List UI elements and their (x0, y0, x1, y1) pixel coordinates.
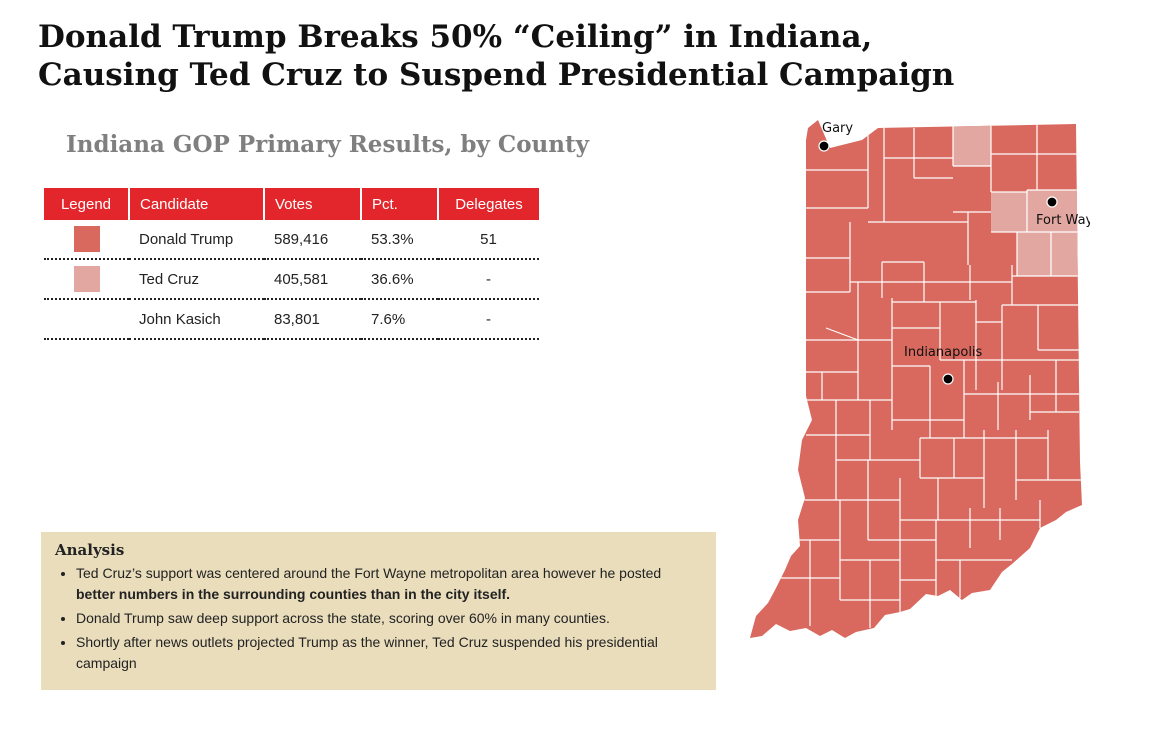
analysis-bullet: Shortly after news outlets projected Tru… (76, 632, 702, 674)
analysis-bullet: Donald Trump saw deep support across the… (76, 608, 702, 629)
legend-swatch-kasich (74, 306, 100, 332)
vote-count: 589,416 (264, 220, 361, 260)
city-dot-indianapolis (942, 373, 954, 385)
city-label-indianapolis: Indianapolis (904, 345, 983, 360)
vote-count: 83,801 (264, 299, 361, 340)
city-label-fort-wayne: Fort Wayne (1036, 213, 1090, 228)
legend-cell (44, 259, 129, 300)
legend-cell (44, 299, 129, 340)
delegate-count: - (438, 299, 539, 340)
analysis-bullet-text: Ted Cruz’s support was centered around t… (76, 565, 662, 581)
candidate-name: Donald Trump (129, 220, 264, 260)
indiana-county-map: Gary Fort Wayne Indianapolis (750, 120, 1090, 638)
headline-line-1: Donald Trump Breaks 50% “Ceiling” in Ind… (38, 19, 873, 55)
candidate-name: Ted Cruz (129, 259, 264, 300)
county-cruz (991, 192, 1027, 232)
delegate-count: 51 (438, 220, 539, 260)
county-cruz (1051, 232, 1079, 276)
analysis-box: Analysis Ted Cruz’s support was centered… (41, 532, 716, 690)
header-pct: Pct. (361, 188, 439, 220)
vote-count: 405,581 (264, 259, 361, 300)
headline: Donald Trump Breaks 50% “Ceiling” in Ind… (38, 18, 1038, 94)
legend-cell (44, 220, 129, 260)
headline-line-2: Causing Ted Cruz to Suspend Presidential… (38, 57, 955, 93)
legend-swatch-trump (73, 226, 100, 252)
city-dot-fort-wayne (1046, 196, 1058, 208)
table-header-row: Legend Candidate Votes Pct. Delegates (44, 188, 539, 220)
header-delegates: Delegates (438, 188, 539, 220)
table-row: Donald Trump 589,416 53.3% 51 (44, 220, 539, 260)
vote-pct: 36.6% (361, 259, 438, 300)
legend-swatch-cruz (73, 266, 100, 292)
results-table: Legend Candidate Votes Pct. Delegates Do… (44, 188, 539, 340)
vote-pct: 7.6% (361, 299, 438, 340)
analysis-bullet-emphasis: better numbers in the surrounding counti… (76, 586, 511, 602)
vote-pct: 53.3% (361, 220, 438, 260)
city-markers: Gary Fort Wayne Indianapolis (818, 121, 1090, 385)
table-row: John Kasich 83,801 7.6% - (44, 299, 539, 340)
city-dot-gary (818, 140, 830, 152)
analysis-bullet: Ted Cruz’s support was centered around t… (76, 563, 702, 605)
county-borders (780, 124, 1082, 628)
delegate-count: - (438, 259, 539, 300)
state-outline (750, 120, 1082, 638)
header-legend: Legend (44, 188, 130, 220)
city-label-gary: Gary (822, 121, 853, 136)
analysis-list: Ted Cruz’s support was centered around t… (55, 563, 702, 674)
county-cruz (953, 124, 991, 166)
header-votes: Votes (264, 188, 362, 220)
header-candidate: Candidate (129, 188, 265, 220)
candidate-name: John Kasich (129, 299, 264, 340)
analysis-title: Analysis (55, 541, 125, 559)
subtitle: Indiana GOP Primary Results, by County (66, 131, 589, 158)
table-row: Ted Cruz 405,581 36.6% - (44, 259, 539, 300)
county-cruz (1017, 232, 1051, 276)
